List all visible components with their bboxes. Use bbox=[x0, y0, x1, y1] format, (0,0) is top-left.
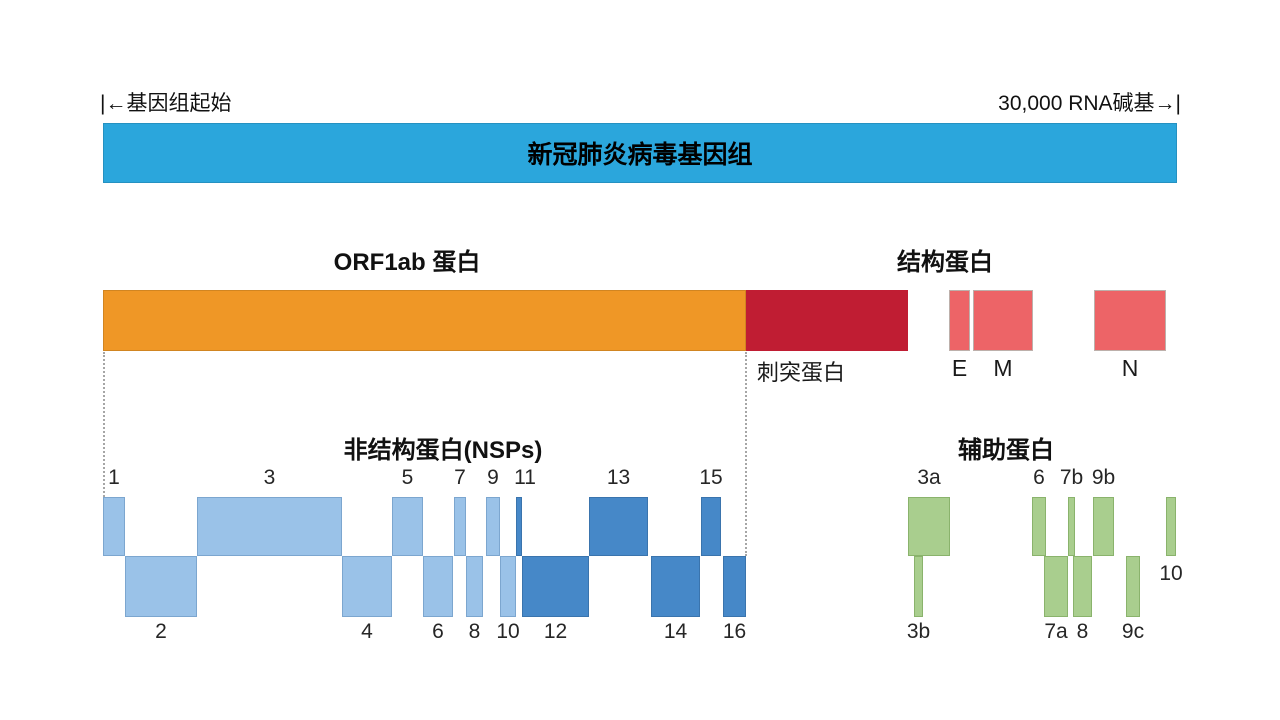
spike-protein-bar bbox=[746, 290, 908, 351]
accessory-label-7a: 7a bbox=[1044, 620, 1068, 643]
accessory-label-8: 8 bbox=[1076, 620, 1089, 643]
nsp-bar-12 bbox=[522, 556, 589, 617]
accessory-label-6: 6 bbox=[1033, 466, 1045, 489]
accessory-label-3a: 3a bbox=[917, 466, 941, 489]
structural-label-M: M bbox=[993, 355, 1013, 381]
nsp-label-15: 15 bbox=[699, 466, 723, 489]
nsp-label-13: 13 bbox=[606, 466, 631, 489]
accessory-label-10: 10 bbox=[1159, 562, 1183, 585]
structural-bar-E bbox=[949, 290, 970, 351]
nsp-bar-9 bbox=[486, 497, 500, 556]
nsp-bar-1 bbox=[103, 497, 125, 556]
nsp-bar-2 bbox=[125, 556, 197, 617]
accessory-bar-9b bbox=[1093, 497, 1114, 556]
accessory-bar-7a bbox=[1044, 556, 1068, 617]
nsp-bar-10 bbox=[500, 556, 516, 617]
nsp-bar-11 bbox=[516, 497, 522, 556]
accessory-bar-8 bbox=[1073, 556, 1092, 617]
accessory-bar-3b bbox=[914, 556, 923, 617]
dotted-guide-left bbox=[103, 352, 105, 497]
accessory-bar-10 bbox=[1166, 497, 1176, 556]
nsp-label-16: 16 bbox=[722, 620, 747, 643]
nsp-label-1: 1 bbox=[108, 466, 120, 489]
structural-label-E: E bbox=[951, 355, 968, 381]
nsp-bar-3 bbox=[197, 497, 342, 556]
accessory-label-9c: 9c bbox=[1121, 620, 1145, 643]
genome-start-label: |←基因组起始 bbox=[100, 92, 232, 115]
orf1ab-heading: ORF1ab 蛋白 bbox=[333, 249, 481, 276]
spike-protein-label: 刺突蛋白 bbox=[757, 360, 846, 385]
structural-bar-N bbox=[1094, 290, 1166, 351]
genome-length-label: 30,000 RNA碱基→| bbox=[998, 92, 1181, 115]
nsp-bar-13 bbox=[589, 497, 648, 556]
nsp-label-2: 2 bbox=[155, 620, 167, 643]
nsp-label-8: 8 bbox=[468, 620, 481, 643]
nsp-bar-5 bbox=[392, 497, 423, 556]
nsp-label-11: 11 bbox=[514, 466, 536, 489]
nsp-bar-14 bbox=[651, 556, 700, 617]
dotted-guide-right bbox=[745, 352, 747, 556]
nsp-bar-8 bbox=[466, 556, 483, 617]
genome-bar: 新冠肺炎病毒基因组 bbox=[103, 123, 1177, 183]
nsp-label-5: 5 bbox=[401, 466, 414, 489]
nsp-label-12: 12 bbox=[543, 620, 568, 643]
nsp-label-9: 9 bbox=[487, 466, 499, 489]
structural-bar-M bbox=[973, 290, 1033, 351]
nsp-label-4: 4 bbox=[361, 620, 373, 643]
nsp-bar-15 bbox=[701, 497, 721, 556]
nsp-bar-16 bbox=[723, 556, 746, 617]
orf1ab-bar bbox=[103, 290, 746, 351]
nsp-label-14: 14 bbox=[663, 620, 688, 643]
accessory-label-9b: 9b bbox=[1091, 466, 1116, 489]
nsp-bar-6 bbox=[423, 556, 453, 617]
nsp-label-7: 7 bbox=[454, 466, 466, 489]
accessory-bar-6 bbox=[1032, 497, 1046, 556]
accessory-label-7b: 7b bbox=[1059, 466, 1084, 489]
nsp-bar-4 bbox=[342, 556, 392, 617]
nsp-label-6: 6 bbox=[432, 620, 444, 643]
accessory-label-3b: 3b bbox=[906, 620, 931, 643]
genome-bar-title: 新冠肺炎病毒基因组 bbox=[527, 141, 753, 169]
accessory-bar-9c bbox=[1126, 556, 1140, 617]
nsp-bar-7 bbox=[454, 497, 466, 556]
accessory-bar-7b bbox=[1068, 497, 1075, 556]
nsp-heading: 非结构蛋白(NSPs) bbox=[343, 437, 543, 464]
structural-proteins-heading: 结构蛋白 bbox=[897, 249, 993, 276]
accessory-bar-3a bbox=[908, 497, 950, 556]
nsp-label-10: 10 bbox=[496, 620, 520, 643]
nsp-label-3: 3 bbox=[263, 466, 276, 489]
structural-label-N: N bbox=[1121, 355, 1139, 381]
accessory-proteins-heading: 辅助蛋白 bbox=[958, 437, 1054, 464]
